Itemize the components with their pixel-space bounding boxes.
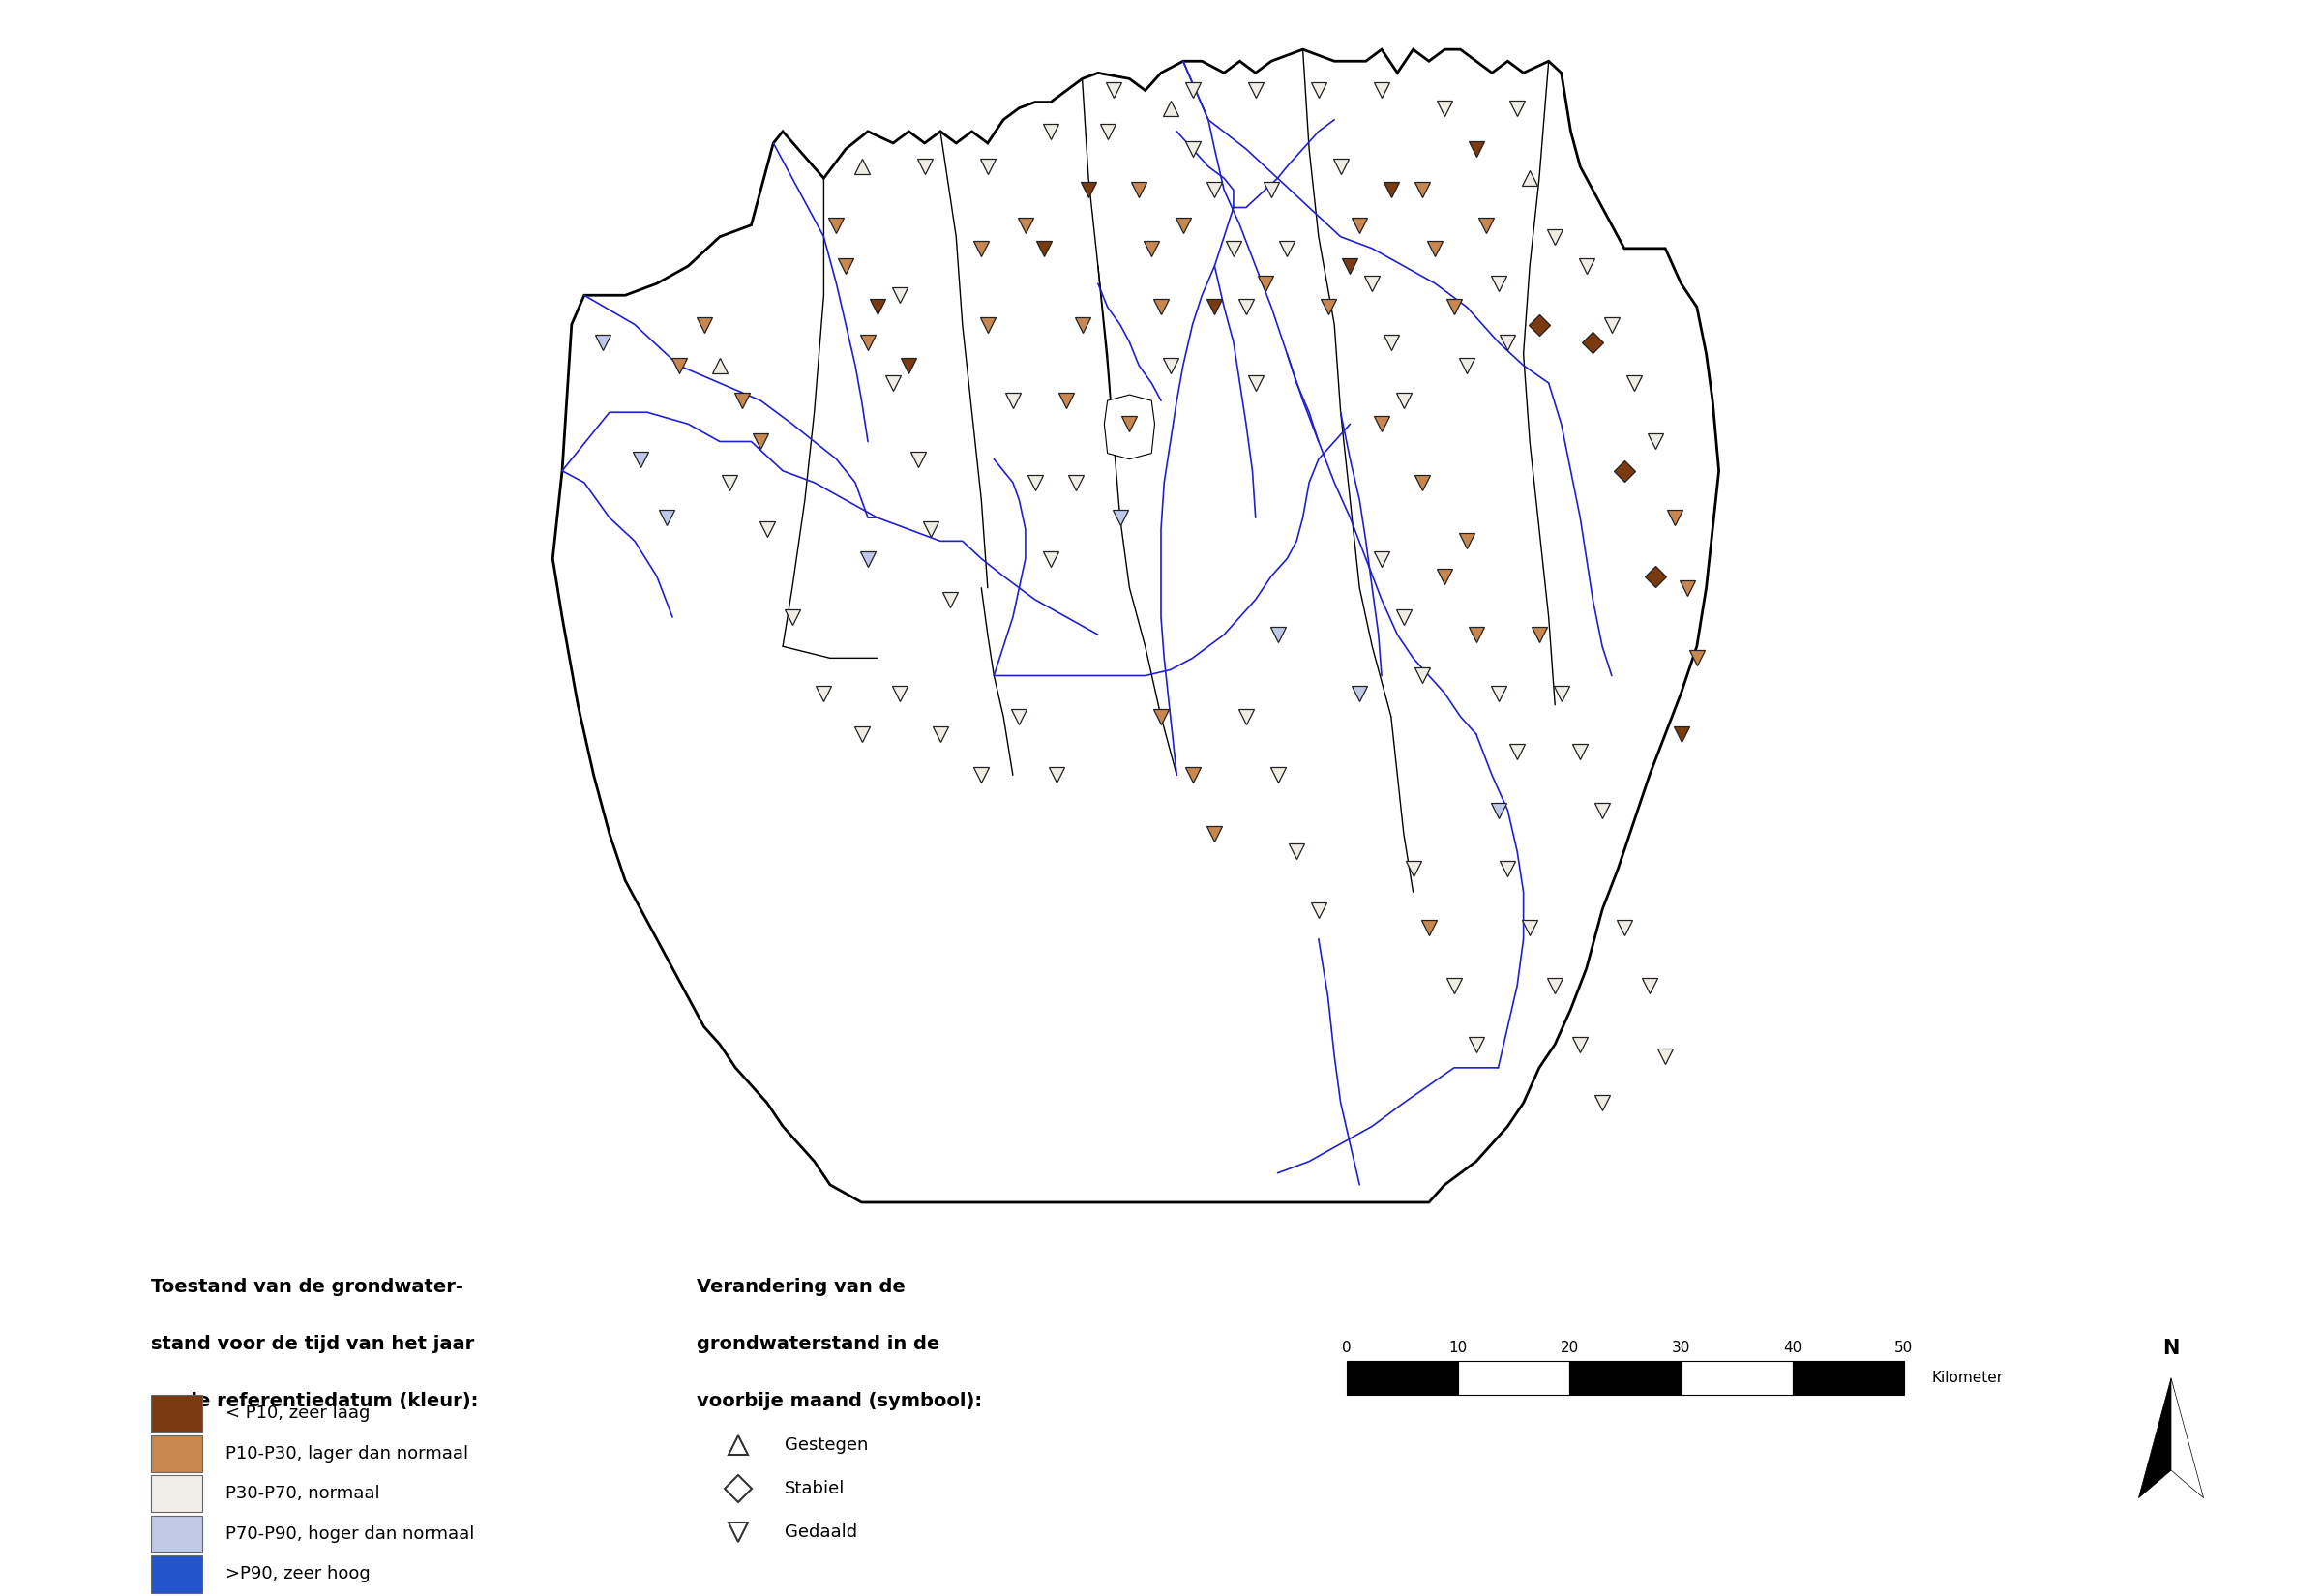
Text: Toestand van de grondwater-: Toestand van de grondwater-: [151, 1277, 464, 1296]
Bar: [1793, 1361, 1904, 1395]
Bar: [1570, 1361, 1681, 1395]
Text: grondwaterstand in de: grondwaterstand in de: [697, 1334, 940, 1353]
Text: stand voor de tijd van het jaar: stand voor de tijd van het jaar: [151, 1334, 474, 1353]
Bar: [151, 1435, 202, 1472]
Bar: [151, 1556, 202, 1593]
Text: Stabiel: Stabiel: [785, 1479, 845, 1497]
Polygon shape: [553, 49, 1718, 1202]
Text: N: N: [2162, 1339, 2180, 1358]
Bar: [151, 1475, 202, 1513]
Polygon shape: [1105, 394, 1154, 460]
Polygon shape: [2171, 1377, 2204, 1499]
Text: P30-P70, normaal: P30-P70, normaal: [225, 1484, 381, 1502]
Text: voorbije maand (symbool):: voorbije maand (symbool):: [697, 1392, 982, 1409]
Text: Gedaald: Gedaald: [785, 1524, 857, 1542]
Polygon shape: [2139, 1377, 2171, 1499]
Text: P10-P30, lager dan normaal: P10-P30, lager dan normaal: [225, 1444, 469, 1462]
Bar: [1458, 1361, 1570, 1395]
Text: 0: 0: [1342, 1341, 1351, 1355]
Text: 10: 10: [1449, 1341, 1468, 1355]
Text: Kilometer: Kilometer: [1932, 1371, 2004, 1385]
Text: 50: 50: [1895, 1341, 1913, 1355]
Text: Verandering van de: Verandering van de: [697, 1277, 906, 1296]
Text: >P90, zeer hoog: >P90, zeer hoog: [225, 1566, 369, 1583]
Text: Gestegen: Gestegen: [785, 1436, 868, 1454]
Text: < P10, zeer laag: < P10, zeer laag: [225, 1404, 369, 1422]
Bar: [151, 1516, 202, 1553]
Bar: [151, 1395, 202, 1432]
Text: op de referentiedatum (kleur):: op de referentiedatum (kleur):: [151, 1392, 478, 1409]
Text: P70-P90, hoger dan normaal: P70-P90, hoger dan normaal: [225, 1526, 474, 1543]
Text: 40: 40: [1783, 1341, 1802, 1355]
Bar: [1347, 1361, 1458, 1395]
Bar: [1681, 1361, 1793, 1395]
Text: 30: 30: [1672, 1341, 1690, 1355]
Text: 20: 20: [1560, 1341, 1579, 1355]
